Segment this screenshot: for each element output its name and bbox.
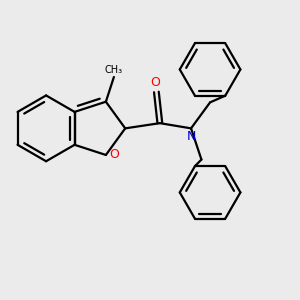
Text: N: N <box>186 130 196 143</box>
Text: CH₃: CH₃ <box>105 65 123 75</box>
Text: O: O <box>109 148 119 161</box>
Text: O: O <box>151 76 160 88</box>
